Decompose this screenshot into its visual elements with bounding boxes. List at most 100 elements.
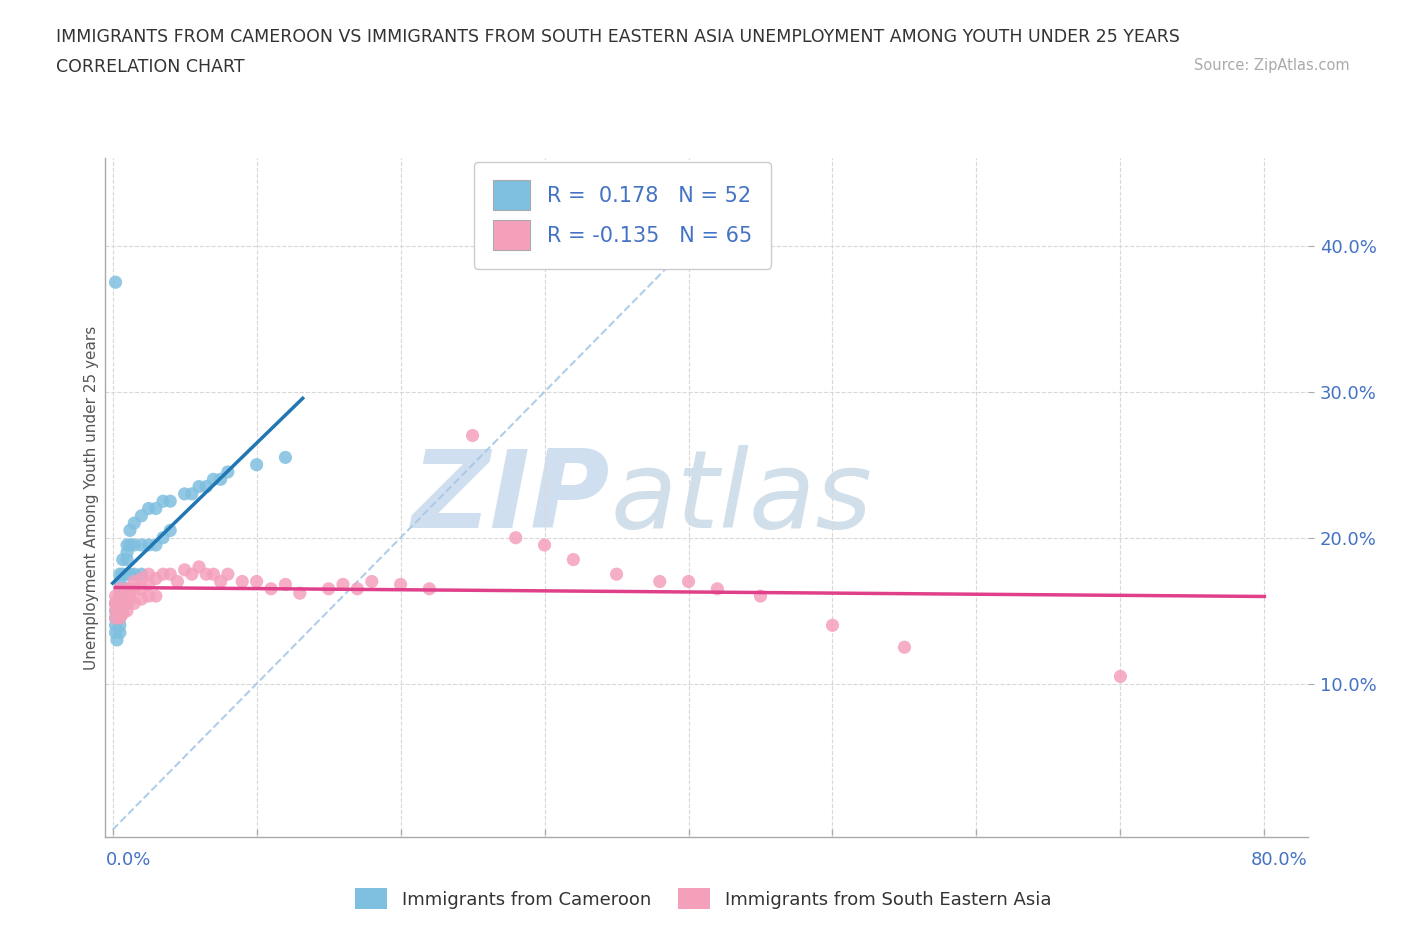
Point (152, 530, 174, 545)
Point (706, 581, 728, 596)
Point (108, 618, 131, 632)
Point (217, 566, 239, 581)
Point (122, 566, 145, 581)
Point (173, 563, 195, 578)
Point (533, 538, 555, 552)
Point (131, 571, 153, 586)
Point (115, 596, 138, 611)
Point (108, 574, 131, 589)
Point (893, 640, 915, 655)
Point (104, 625, 127, 640)
Point (159, 494, 181, 509)
Point (104, 611, 127, 626)
Point (104, 604, 127, 618)
Point (202, 566, 225, 581)
Point (111, 606, 134, 621)
Point (118, 591, 141, 606)
Point (105, 632, 128, 647)
Point (138, 577, 160, 591)
Point (115, 591, 138, 606)
Point (104, 596, 127, 611)
Point (1109, 669, 1132, 684)
Point (505, 530, 527, 545)
Point (108, 604, 131, 618)
Point (138, 566, 160, 581)
Point (111, 586, 134, 601)
Point (122, 596, 145, 611)
Point (274, 450, 297, 465)
Point (821, 618, 844, 632)
Point (122, 581, 145, 596)
Point (260, 581, 283, 596)
Point (188, 560, 211, 575)
Point (138, 589, 160, 604)
Point (159, 523, 181, 538)
Text: IMMIGRANTS FROM CAMEROON VS IMMIGRANTS FROM SOUTH EASTERN ASIA UNEMPLOYMENT AMON: IMMIGRANTS FROM CAMEROON VS IMMIGRANTS F… (56, 28, 1180, 46)
Point (108, 604, 131, 618)
Point (138, 501, 160, 516)
Point (111, 566, 134, 581)
Point (246, 574, 269, 589)
Point (104, 604, 127, 618)
Point (145, 538, 167, 552)
Point (108, 589, 131, 604)
Text: Source: ZipAtlas.com: Source: ZipAtlas.com (1194, 58, 1350, 73)
Point (115, 538, 138, 552)
Point (159, 566, 181, 581)
Text: 0.0%: 0.0% (105, 851, 150, 869)
Legend: R =  0.178   N = 52, R = -0.135   N = 65: R = 0.178 N = 52, R = -0.135 N = 65 (474, 162, 770, 269)
Point (145, 571, 167, 586)
Point (104, 596, 127, 611)
Text: 80.0%: 80.0% (1251, 851, 1308, 869)
Point (108, 606, 131, 621)
Point (122, 574, 145, 589)
Point (115, 545, 138, 560)
Point (173, 486, 195, 501)
Point (118, 523, 141, 538)
Point (118, 566, 141, 581)
Point (180, 486, 202, 501)
Point (195, 566, 218, 581)
Text: ZIP: ZIP (412, 445, 610, 551)
Point (115, 596, 138, 611)
Point (195, 479, 218, 494)
Point (108, 625, 131, 640)
Point (246, 458, 269, 472)
Point (115, 581, 138, 596)
Point (111, 581, 134, 596)
Point (104, 611, 127, 626)
Point (131, 581, 153, 596)
Point (115, 566, 138, 581)
Point (131, 591, 153, 606)
Point (108, 611, 131, 626)
Point (131, 566, 153, 581)
Point (180, 566, 202, 581)
Point (346, 581, 368, 596)
Point (115, 581, 138, 596)
Point (122, 538, 145, 552)
Point (111, 552, 134, 567)
Point (131, 509, 153, 524)
Point (138, 538, 160, 552)
Point (131, 538, 153, 552)
Point (145, 501, 167, 516)
Point (104, 589, 127, 604)
Point (115, 604, 138, 618)
Point (461, 428, 484, 443)
Point (118, 538, 141, 552)
Point (188, 479, 211, 494)
Point (108, 581, 131, 596)
Point (332, 577, 354, 591)
Point (104, 596, 127, 611)
Point (118, 586, 141, 601)
Point (274, 577, 297, 591)
Point (104, 274, 127, 289)
Point (418, 581, 440, 596)
Point (108, 596, 131, 611)
Text: CORRELATION CHART: CORRELATION CHART (56, 58, 245, 75)
Point (108, 566, 131, 581)
Point (360, 574, 382, 589)
Point (202, 472, 225, 486)
Point (111, 596, 134, 611)
Legend: Immigrants from Cameroon, Immigrants from South Eastern Asia: Immigrants from Cameroon, Immigrants fro… (347, 881, 1059, 916)
